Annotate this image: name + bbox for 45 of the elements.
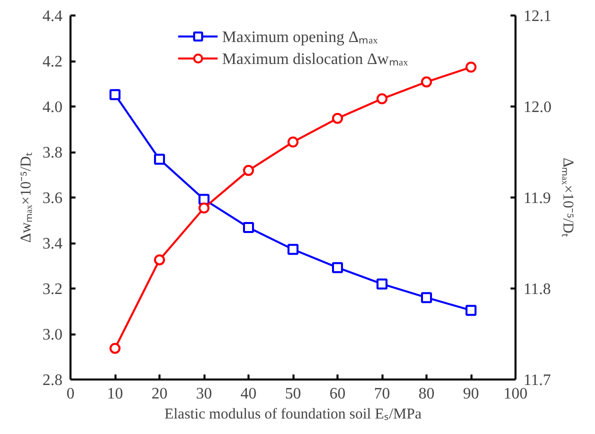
point xyxy=(288,244,298,255)
point xyxy=(154,154,165,165)
y2-tick-label: 11.8 xyxy=(524,281,551,298)
y-tick-label: 4.4 xyxy=(42,8,62,25)
x-tick-label: 50 xyxy=(285,386,301,402)
y-tick-label: 2.8 xyxy=(42,372,62,389)
point xyxy=(198,202,210,214)
point xyxy=(332,112,343,124)
point xyxy=(466,304,476,316)
y-tick-label: 3.2 xyxy=(42,281,62,298)
y-tick-label: 3.6 xyxy=(42,190,62,207)
point xyxy=(288,136,298,148)
point xyxy=(110,342,120,354)
legend-label: Maximum opening Δₘₐₓ xyxy=(222,28,378,47)
x-tick-label: 20 xyxy=(152,386,168,402)
y2-axis-title: Δₘₐₓ×10⁻⁵/Dₜ xyxy=(560,158,576,238)
y2-tick-label: 11.9 xyxy=(524,190,551,207)
x-tick-label: 90 xyxy=(463,386,479,402)
x-tick-label: 70 xyxy=(374,386,390,402)
y-tick-label: 3.0 xyxy=(42,326,62,344)
point xyxy=(243,164,254,176)
x-tick-label: 80 xyxy=(418,386,434,402)
x-tick-label: 30 xyxy=(196,386,212,402)
x-tick-label: 0 xyxy=(66,386,74,402)
x-tick-label: 60 xyxy=(330,386,346,402)
point xyxy=(421,76,432,88)
y2-tick-label: 12.0 xyxy=(524,99,552,116)
point xyxy=(376,93,388,104)
point xyxy=(154,254,165,266)
x-tick-label: 40 xyxy=(240,386,256,402)
x-axis-title: Elastic modulus of foundation soil Eₛ/MPa xyxy=(164,406,422,422)
y-tick-label: 4.0 xyxy=(42,99,62,116)
point xyxy=(466,62,476,73)
point xyxy=(110,89,120,100)
legend-label: Maximum dislocation Δwₘₐₓ xyxy=(222,50,408,69)
point xyxy=(376,278,388,290)
y-tick-label: 3.4 xyxy=(42,236,62,252)
point xyxy=(332,262,343,274)
x-tick-label: 10 xyxy=(107,386,123,402)
point xyxy=(421,292,432,304)
y-axis-title: Δwₘₐₓ×10⁻⁵/Dₜ xyxy=(18,152,34,243)
y-tick-label: 3.8 xyxy=(42,144,62,162)
y2-tick-label: 12.1 xyxy=(524,8,552,25)
y-tick-label: 4.2 xyxy=(42,54,62,70)
point xyxy=(243,222,254,234)
